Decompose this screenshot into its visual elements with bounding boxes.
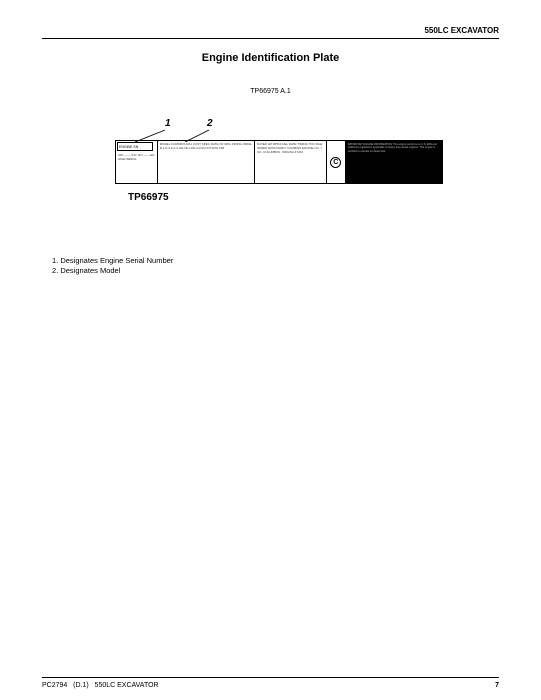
plate-col2-text: MODEL CUMMINS M11 CUST SPEC DATE OF MFG …: [158, 141, 254, 151]
engine-id-plate: ENGINE SN CPL —— S.D. NO —— ENGINE SERIA…: [115, 140, 443, 184]
footer-page-number: 7: [495, 682, 499, 689]
leader-lines-icon: [115, 118, 445, 142]
legend-line-1: 1. Designates Engine Serial Number: [52, 256, 173, 266]
plate-col3-text: RATED HP RPM FUEL RATE TIMING TDC IDLE S…: [255, 141, 326, 155]
plate-warning-text: IMPORTANT ENGINE INFORMATION This engine…: [348, 143, 439, 153]
page-title: Engine Identification Plate: [0, 52, 541, 64]
serial-number-box: ENGINE SN: [117, 142, 153, 151]
cummins-logo-icon: C: [330, 157, 341, 168]
footer-product: 550LC EXCAVATOR: [95, 682, 159, 689]
plate-col-1: ENGINE SN CPL —— S.D. NO —— ENGINE SERIA…: [116, 141, 158, 183]
plate-warning-block: IMPORTANT ENGINE INFORMATION This engine…: [345, 141, 442, 183]
footer-rule: [42, 677, 499, 678]
plate-col-3: RATED HP RPM FUEL RATE TIMING TDC IDLE S…: [255, 141, 327, 183]
header-product: 550LC EXCAVATOR: [424, 26, 499, 35]
header-rule: [42, 38, 499, 39]
callout-layer: 1 2: [115, 118, 445, 140]
callout-legend: 1. Designates Engine Serial Number 2. De…: [52, 256, 173, 276]
plate-figure-label: TP66975: [128, 192, 169, 203]
legend-line-2: 2. Designates Model: [52, 266, 173, 276]
plate-logo-cell: C: [327, 141, 345, 183]
id-plate-figure: 1 2 ENGINE SN CPL —— S.D. NO —— ENGINE S…: [115, 118, 445, 184]
footer-rev: (D.1): [73, 682, 89, 689]
footer-doc: PC2794: [42, 682, 67, 689]
footer-left: PC2794 (D.1) 550LC EXCAVATOR: [42, 682, 159, 689]
plate-col-2: MODEL CUMMINS M11 CUST SPEC DATE OF MFG …: [158, 141, 255, 183]
figure-reference: TP66975 A.1: [0, 88, 541, 95]
plate-col1-text: CPL —— S.D. NO —— ENGINE SERIAL: [116, 152, 157, 162]
plate-col-4: C IMPORTANT ENGINE INFORMATION This engi…: [327, 141, 442, 183]
